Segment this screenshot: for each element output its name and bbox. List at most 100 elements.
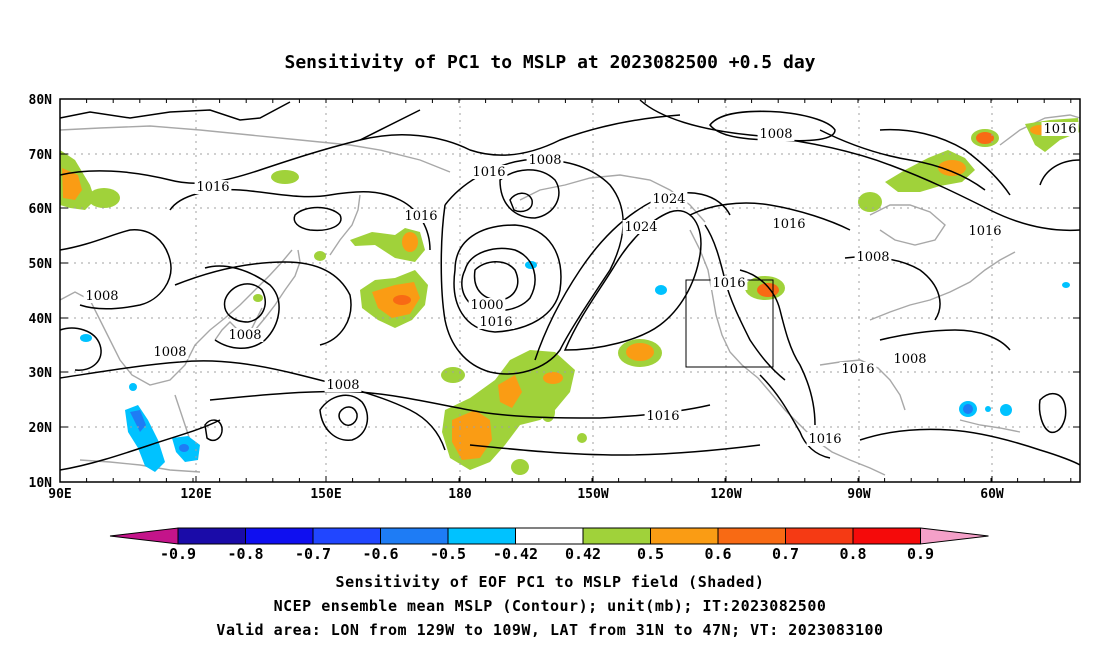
shade-pos-central-pac-core3 — [543, 372, 563, 384]
lon-label: 90W — [847, 487, 871, 502]
contour-label-bg — [770, 217, 808, 231]
lat-label: 20N — [29, 421, 53, 436]
shade-neg-phil-core — [179, 444, 189, 452]
contour-label: 1008 — [759, 127, 792, 142]
contour-label: 1016 — [479, 315, 512, 330]
contour-label: 1008 — [228, 328, 261, 343]
shade-neg-atlantic2 — [1000, 404, 1012, 416]
contour-label-bg — [468, 298, 506, 312]
shade-pos-canada-east-core — [938, 160, 966, 176]
contour-1008-south — [59, 419, 221, 471]
shade-neg-scs-core — [130, 410, 146, 432]
axis-ticks — [59, 98, 1080, 483]
lon-label: 150W — [577, 487, 608, 502]
contour-1008-sub-trop-inner — [338, 406, 358, 426]
shade-pos-okhotsk — [271, 170, 299, 184]
map-grid — [60, 99, 1080, 482]
shade-neg-atlantic3 — [985, 406, 991, 412]
contour-label-bg — [1041, 122, 1079, 136]
map-panel: 1016 1008 1016 1016 1008 1000 1016 1024 1024 1016… — [59, 98, 1081, 483]
contour-1008-asia-low — [59, 229, 172, 310]
contour-1008-phil-ring — [204, 419, 223, 442]
contour-label: 1016 — [472, 165, 505, 180]
lon-label: 90E — [48, 487, 71, 502]
colorbar-label: 0.9 — [907, 545, 934, 563]
contour-1008-arctic-ring — [639, 99, 1081, 232]
contour-1016-south-pac — [469, 444, 761, 456]
shade-neg-scs-dot — [129, 383, 137, 391]
colorbar-over-triangle — [920, 527, 989, 545]
lat-label: 60N — [29, 202, 53, 217]
shade-pos-central-pac-core2 — [498, 375, 522, 408]
colorbar-segment — [717, 527, 786, 545]
mslp-contours — [59, 99, 1081, 471]
contour-label: 1016 — [1043, 122, 1076, 137]
contour-1016-north-west — [59, 101, 291, 121]
footer-line-valid-area: Valid area: LON from 129W to 109W, LAT f… — [216, 621, 884, 639]
lat-label: 80N — [29, 93, 53, 108]
colorbar-label: 0.6 — [704, 545, 731, 563]
contour-1000-aleutian-inner — [473, 261, 519, 301]
contour-1016-atlantic-low — [1038, 393, 1067, 434]
contour-1008-northeast — [879, 128, 1011, 196]
coast-kamchatka — [329, 194, 361, 256]
lat-label: 50N — [29, 257, 53, 272]
contour-label: 1016 — [646, 409, 679, 424]
colorbar-label: -0.8 — [227, 545, 263, 563]
coast-na-east — [869, 251, 1016, 321]
shade-pos-indochina — [88, 188, 120, 208]
lat-label: 30N — [29, 366, 53, 381]
shade-pos-pac-dot — [577, 433, 587, 443]
footer-line-contour: NCEP ensemble mean MSLP (Contour); unit(… — [273, 597, 827, 615]
contour-label-bg — [194, 180, 232, 194]
contour-1016-arctic — [359, 114, 681, 156]
colorbar-segment — [380, 527, 449, 545]
coast-asia-east — [59, 249, 293, 386]
contour-label-bg — [854, 250, 892, 264]
contour-label-bg — [622, 220, 660, 234]
contour-label-bg — [470, 165, 508, 179]
contour-label: 1000 — [470, 298, 503, 313]
contour-1016-atlantic — [879, 329, 1011, 351]
map-background — [60, 99, 1080, 482]
contour-label: 1016 — [841, 362, 874, 377]
contour-label-bg — [324, 378, 362, 392]
sensitivity-shading — [60, 118, 1080, 475]
contour-label: 1016 — [196, 180, 229, 195]
contour-label-bg — [477, 315, 515, 329]
lon-label: 120E — [180, 487, 211, 502]
colorbar-label: 0.8 — [839, 545, 866, 563]
lon-axis-labels: 90E 120E 150E 180 150W 120W 90W 60W — [48, 487, 1004, 502]
contour-label-bg — [806, 432, 844, 446]
map-border — [59, 98, 1081, 483]
coast-hudson — [869, 204, 946, 246]
contour-label: 1016 — [968, 224, 1001, 239]
contour-1016-tropical-east — [859, 428, 1081, 466]
shade-neg-ca-dot — [655, 285, 667, 295]
contour-1008-bering — [499, 169, 560, 219]
contour-1024-canada — [689, 202, 851, 231]
contour-label-bg — [226, 328, 264, 342]
shade-pos-kuril-core — [402, 232, 418, 252]
colorbar-segment — [245, 527, 314, 545]
colorbar-segment — [515, 527, 584, 545]
lat-label: 10N — [29, 476, 53, 491]
coast-siberia — [59, 125, 451, 173]
contour-label: 1016 — [772, 217, 805, 232]
contour-label: 1008 — [893, 352, 926, 367]
contour-label-bg — [839, 362, 877, 376]
contour-1008-hokkaido — [293, 206, 342, 232]
lat-label: 40N — [29, 312, 53, 327]
contour-label: 1016 — [404, 209, 437, 224]
shade-pos-west-edge-core — [62, 168, 82, 200]
lat-label: 70N — [29, 148, 53, 163]
contour-1016-canada-east — [819, 129, 986, 191]
contour-label: 1008 — [153, 345, 186, 360]
colorbar-segment — [582, 527, 651, 545]
contour-label: 1008 — [856, 250, 889, 265]
figure-title: Sensitivity of PC1 to MSLP at 2023082500… — [284, 52, 815, 73]
colorbar-label: -0.9 — [160, 545, 196, 563]
contour-1008-aleutian — [453, 224, 562, 333]
contour-label-bg — [644, 409, 682, 423]
contour-1008-japan — [174, 261, 352, 346]
